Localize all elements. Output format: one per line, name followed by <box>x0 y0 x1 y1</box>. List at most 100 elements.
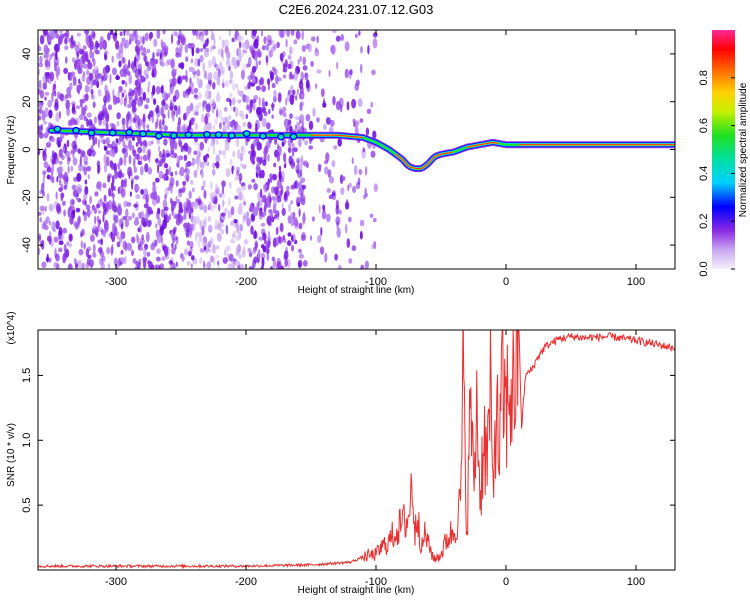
noise-speckle <box>217 264 220 269</box>
noise-speckle <box>82 199 87 205</box>
noise-speckle <box>124 39 130 49</box>
ridge-blob-core <box>73 128 79 133</box>
noise-speckle <box>202 219 207 228</box>
noise-speckle <box>223 107 228 112</box>
noise-speckle <box>164 103 169 111</box>
noise-speckle <box>259 142 262 150</box>
noise-speckle <box>245 114 249 119</box>
noise-speckle <box>147 80 151 88</box>
noise-speckle <box>169 213 172 221</box>
ridge-core-1 <box>395 151 453 170</box>
noise-speckle <box>224 249 227 256</box>
noise-speckle <box>171 110 174 119</box>
noise-speckle <box>91 51 95 58</box>
noise-speckle <box>195 30 199 37</box>
noise-speckle <box>108 143 113 149</box>
noise-speckle <box>127 103 132 109</box>
noise-speckle <box>89 48 93 59</box>
noise-speckle <box>286 30 291 37</box>
noise-speckle <box>39 205 44 212</box>
noise-speckle <box>75 105 81 110</box>
noise-speckle <box>305 79 310 89</box>
noise-speckle <box>170 58 175 69</box>
noise-speckle <box>58 187 63 193</box>
noise-speckle <box>173 201 177 206</box>
noise-speckle <box>64 45 69 50</box>
noise-speckle <box>44 205 47 212</box>
noise-speckle <box>117 163 120 171</box>
noise-speckle <box>267 154 270 162</box>
noise-speckle <box>298 80 304 90</box>
noise-speckle <box>103 162 108 173</box>
noise-speckle <box>156 248 161 255</box>
noise-speckle <box>235 235 241 241</box>
noise-speckle <box>340 187 345 196</box>
noise-speckle <box>291 142 295 150</box>
noise-speckle <box>134 56 137 67</box>
noise-speckle <box>209 248 212 253</box>
noise-speckle <box>349 69 353 76</box>
noise-speckle <box>332 96 336 106</box>
y-tick-label: 0 <box>21 146 33 152</box>
noise-speckle <box>161 41 166 47</box>
noise-speckle <box>44 218 50 224</box>
noise-speckle <box>227 210 230 219</box>
noise-speckle <box>141 51 145 56</box>
colorbar: 0.0 0.2 0.4 0.6 0.8 Normalized spectral ampl… <box>698 30 749 277</box>
noise-speckle <box>346 238 351 249</box>
noise-speckle <box>156 30 161 40</box>
noise-speckle <box>318 204 321 214</box>
noise-speckle <box>299 101 304 107</box>
noise-speckle <box>282 74 287 79</box>
noise-speckle <box>80 240 84 249</box>
noise-speckle <box>139 246 144 251</box>
noise-speckle <box>197 58 201 67</box>
noise-speckle <box>373 183 378 193</box>
noise-speckle <box>217 260 220 266</box>
noise-speckle <box>84 179 88 185</box>
noise-speckle <box>370 150 376 158</box>
noise-speckle <box>123 200 129 208</box>
noise-speckle <box>213 255 216 266</box>
noise-speckle <box>257 156 262 165</box>
noise-speckle <box>215 93 221 102</box>
noise-speckle <box>52 87 55 96</box>
noise-speckle <box>348 216 352 223</box>
noise-speckle <box>119 88 123 94</box>
noise-speckle <box>54 90 57 97</box>
noise-speckle <box>168 92 171 98</box>
noise-speckle <box>357 98 363 108</box>
noise-speckle <box>121 223 124 230</box>
noise-speckle <box>60 192 65 199</box>
noise-speckle <box>58 226 63 236</box>
noise-speckle <box>250 143 255 151</box>
noise-speckle <box>102 213 105 223</box>
noise-speckle <box>140 75 145 83</box>
noise-speckle <box>372 130 377 139</box>
noise-speckle <box>137 122 141 131</box>
noise-speckle <box>280 30 285 37</box>
noise-speckle <box>231 233 237 239</box>
noise-speckle <box>185 56 189 62</box>
colorbar-label: Normalized spectral amplitude <box>738 82 749 217</box>
noise-speckle <box>155 158 159 164</box>
noise-speckle <box>292 89 296 96</box>
noise-speckle <box>359 118 364 123</box>
noise-speckle <box>133 203 138 208</box>
noise-speckle <box>75 207 81 213</box>
noise-speckle <box>285 127 289 133</box>
noise-speckle <box>55 191 58 200</box>
noise-speckle <box>206 261 212 269</box>
noise-speckle <box>160 265 163 269</box>
noise-speckle <box>126 119 129 129</box>
noise-speckle <box>308 145 314 150</box>
noise-speckle <box>285 38 288 48</box>
noise-speckle <box>263 36 267 45</box>
noise-speckle <box>366 108 372 115</box>
noise-speckle <box>255 165 261 171</box>
noise-speckle <box>123 149 128 158</box>
noise-speckle <box>119 68 125 78</box>
noise-speckle <box>207 112 211 118</box>
noise-speckle <box>298 208 301 217</box>
noise-speckle <box>60 93 64 102</box>
